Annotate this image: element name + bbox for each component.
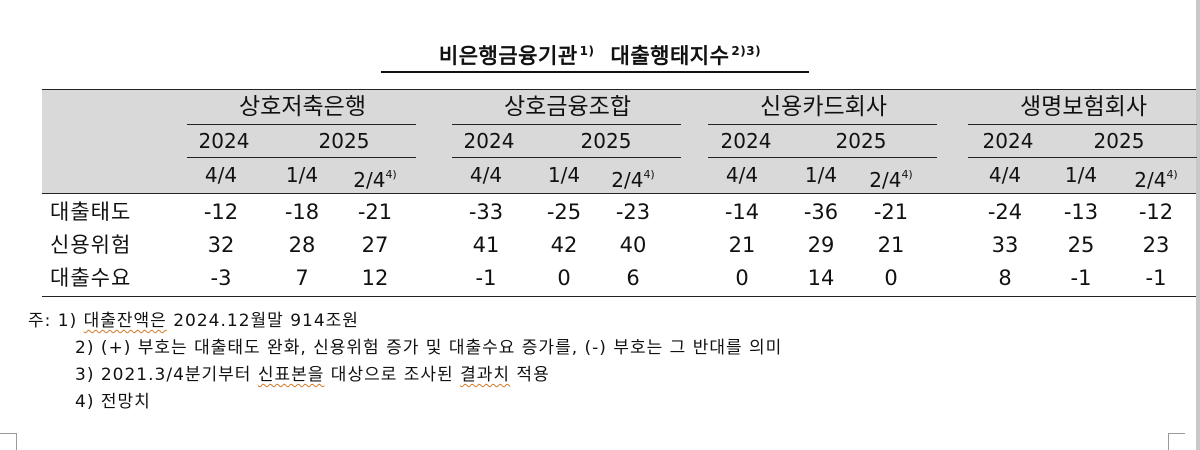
quarter-footnote-ref: 4) [385,168,397,181]
table-cell: 25 [1067,233,1095,257]
table-cell: -14 [724,200,760,224]
table-cell: 41 [472,233,500,257]
quarter-header: 1/4 [1064,163,1098,187]
footnote-1: 주: 1) 대출잔액은 2024.12월말 914조원 [28,311,359,331]
row-label: 대출태도 [50,200,132,224]
table-cell: 27 [361,233,389,257]
quarter-header: 2/44) [611,168,655,192]
quarter-header: 1/4 [547,163,581,187]
table-cell: 21 [728,233,756,257]
year-rule [187,157,416,158]
quarter-header: 4/4 [988,163,1022,187]
table-cell: -25 [546,200,582,224]
group-rule [452,124,681,125]
year-header: 2025 [318,129,370,153]
year-header: 2024 [720,129,772,153]
title-text: 비은행금융기관 [438,44,578,68]
table-cell: -18 [284,200,320,224]
table-cell: 14 [807,266,835,290]
table-cell: -1 [1070,266,1092,290]
table-cell: 0 [557,266,571,290]
table-cell: -24 [987,200,1023,224]
table-cell: 40 [619,233,647,257]
table-top-rule [42,89,1196,90]
title-text-2: 대출행태지수 [610,44,730,68]
row-label: 대출수요 [50,266,132,290]
table-cell: -21 [357,200,393,224]
table-cell: 28 [288,233,316,257]
table-header-background [42,90,1196,193]
table-cell: -21 [873,200,909,224]
quarter-header: 4/4 [469,163,503,187]
page-corner-marker [1168,433,1185,450]
group-header: 신용카드회사 [760,94,887,120]
table-cell: 7 [295,266,309,290]
group-rule [968,124,1197,125]
table-header-rule [42,193,1196,194]
row-label: 신용위험 [50,233,132,257]
group-rule [708,124,937,125]
table-cell: 6 [626,266,640,290]
table-cell: 8 [998,266,1012,290]
window-edge [1196,0,1200,450]
table-cell: 0 [735,266,749,290]
quarter-header: 1/4 [285,163,319,187]
group-rule [187,124,416,125]
quarter-footnote-ref: 4) [643,168,655,181]
footnote-2: 2) (+) 부호는 대출태도 완화, 신용위험 증가 및 대출수요 증가를, … [75,338,783,358]
footnote-3: 3) 2021.3/4분기부터 신표본을 대상으로 조사된 결과치 적용 [75,365,550,385]
year-header: 2024 [463,129,515,153]
table-cell: -36 [803,200,839,224]
footnotes: 주: 1) 대출잔액은 2024.12월말 914조원 2) (+) 부호는 대… [28,308,782,416]
year-header: 2025 [580,129,632,153]
quarter-header: 4/4 [725,163,759,187]
table-cell: -3 [210,266,232,290]
year-header: 2025 [1093,129,1145,153]
year-header: 2024 [198,129,250,153]
table-cell: -12 [203,200,239,224]
year-header: 2024 [982,129,1034,153]
table-cell: 42 [550,233,578,257]
table-cell: -13 [1063,200,1099,224]
table-cell: -1 [475,266,497,290]
quarter-header: 1/4 [804,163,838,187]
group-header: 상호저축은행 [239,94,366,120]
title-footnote-ref: 1) [579,44,595,58]
group-header: 생명보험회사 [1020,94,1147,120]
year-rule [452,157,681,158]
footnote-4: 4) 전망치 [75,392,151,412]
title-underline [381,71,809,73]
table-cell: -12 [1138,200,1174,224]
quarter-header: 2/44) [353,168,397,192]
table-cell: 29 [807,233,835,257]
year-rule [968,157,1197,158]
year-header: 2025 [835,129,887,153]
quarter-footnote-ref: 4) [1166,168,1178,181]
quarter-footnote-ref: 4) [901,168,913,181]
table-cell: 23 [1142,233,1170,257]
table-cell: 21 [877,233,905,257]
table-cell: -33 [468,200,504,224]
table-cell: 12 [361,266,389,290]
quarter-header: 4/4 [204,163,238,187]
table-cell: 32 [207,233,235,257]
page-corner-marker [0,433,17,450]
quarter-header: 2/44) [1134,168,1178,192]
table-cell: 0 [884,266,898,290]
year-rule [708,157,937,158]
group-header: 상호금융조합 [504,94,631,120]
quarter-header: 2/44) [869,168,913,192]
document-title: 비은행금융기관 1) 대출행태지수 2)3) [0,40,1200,70]
title-footnote-ref: 2)3) [731,44,762,58]
table-cell: -1 [1145,266,1167,290]
table-cell: -23 [615,200,651,224]
table-cell: 33 [991,233,1019,257]
table-bottom-rule [42,296,1196,297]
